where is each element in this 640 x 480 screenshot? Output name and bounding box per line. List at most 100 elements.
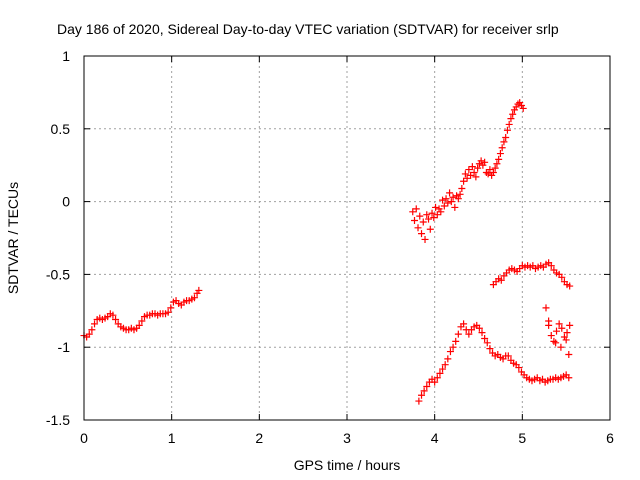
- data-point: [477, 157, 485, 165]
- data-point: [446, 348, 454, 356]
- data-point: [439, 365, 447, 373]
- data-point: [470, 168, 478, 176]
- data-point: [458, 184, 466, 192]
- data-point: [415, 397, 423, 405]
- data-point: [472, 173, 480, 181]
- data-point: [138, 317, 146, 325]
- data-point: [496, 150, 504, 158]
- data-point: [491, 164, 499, 172]
- data-point: [449, 193, 457, 201]
- data-point: [195, 286, 203, 294]
- data-point: [88, 326, 96, 334]
- data-point: [474, 164, 482, 172]
- data-point: [498, 144, 506, 152]
- data-point: [481, 334, 489, 342]
- y-axis-title: SDTVAR / TECUs: [5, 182, 21, 294]
- data-point: [135, 321, 143, 329]
- x-tick-label: 5: [518, 430, 526, 446]
- chart-title: Day 186 of 2020, Sidereal Day-to-day VTE…: [57, 21, 559, 37]
- data-point: [465, 166, 473, 174]
- data-point: [442, 195, 450, 203]
- data-point: [500, 138, 508, 146]
- data-points: [80, 99, 574, 405]
- data-point: [547, 332, 555, 340]
- data-point: [412, 205, 420, 213]
- data-point: [547, 262, 555, 270]
- data-point: [452, 337, 460, 345]
- data-point: [416, 212, 424, 220]
- data-point: [456, 190, 464, 198]
- y-tick-label: 1: [62, 48, 70, 64]
- data-point: [433, 211, 441, 219]
- data-point: [439, 196, 447, 204]
- data-point: [542, 304, 550, 312]
- data-point: [558, 324, 566, 332]
- series-arc-4: [489, 259, 574, 290]
- data-point: [454, 330, 462, 338]
- x-tick-label: 0: [80, 430, 88, 446]
- data-point: [419, 218, 427, 226]
- data-point: [545, 317, 553, 325]
- data-point: [420, 387, 428, 395]
- y-tick-label: -0.5: [46, 266, 70, 282]
- data-point: [449, 343, 457, 351]
- axis-ticks: [83, 55, 611, 421]
- data-point: [444, 199, 452, 207]
- data-point: [428, 209, 436, 217]
- data-point: [563, 329, 571, 337]
- y-tick-label: -1.5: [46, 412, 70, 428]
- data-point: [460, 320, 468, 328]
- x-tick-label: 3: [343, 430, 351, 446]
- data-point: [468, 163, 476, 171]
- data-point: [454, 195, 462, 203]
- data-point: [553, 327, 561, 335]
- series-arc-3: [415, 320, 573, 405]
- data-point: [461, 170, 469, 178]
- data-point: [475, 324, 483, 332]
- data-point: [566, 321, 574, 329]
- data-point: [418, 391, 426, 399]
- y-tick-labels: -1.5 -1 -0.5 0 0.5 1: [46, 48, 70, 428]
- data-point: [493, 160, 501, 168]
- data-point: [509, 110, 517, 118]
- data-point: [164, 308, 172, 316]
- data-point: [437, 208, 445, 216]
- data-point: [504, 352, 512, 360]
- data-point: [167, 304, 175, 312]
- data-point: [418, 230, 426, 238]
- y-tick-label: 0.5: [51, 121, 71, 137]
- data-point: [557, 343, 565, 351]
- grid-lines: [84, 56, 610, 420]
- data-point: [460, 177, 468, 185]
- data-point: [109, 311, 117, 319]
- data-point: [112, 316, 120, 324]
- data-point: [409, 208, 417, 216]
- data-point: [91, 320, 99, 328]
- data-point: [478, 329, 486, 337]
- data-point: [425, 215, 433, 223]
- data-point: [507, 115, 515, 123]
- data-point: [414, 224, 422, 232]
- data-point: [467, 171, 475, 179]
- data-point: [444, 355, 452, 363]
- data-point: [519, 104, 527, 112]
- data-point: [423, 383, 431, 391]
- data-point: [446, 189, 454, 197]
- data-point: [483, 339, 491, 347]
- data-point: [484, 170, 492, 178]
- data-point: [432, 203, 440, 211]
- data-point: [555, 320, 563, 328]
- data-point: [440, 202, 448, 210]
- data-point: [433, 374, 441, 382]
- data-point: [495, 155, 503, 163]
- data-point: [515, 364, 523, 372]
- data-point: [465, 330, 473, 338]
- data-point: [552, 339, 560, 347]
- data-point: [505, 120, 513, 128]
- data-point: [565, 350, 573, 358]
- data-point: [481, 158, 489, 166]
- data-point: [436, 369, 444, 377]
- data-point: [489, 168, 497, 176]
- data-point: [486, 166, 494, 174]
